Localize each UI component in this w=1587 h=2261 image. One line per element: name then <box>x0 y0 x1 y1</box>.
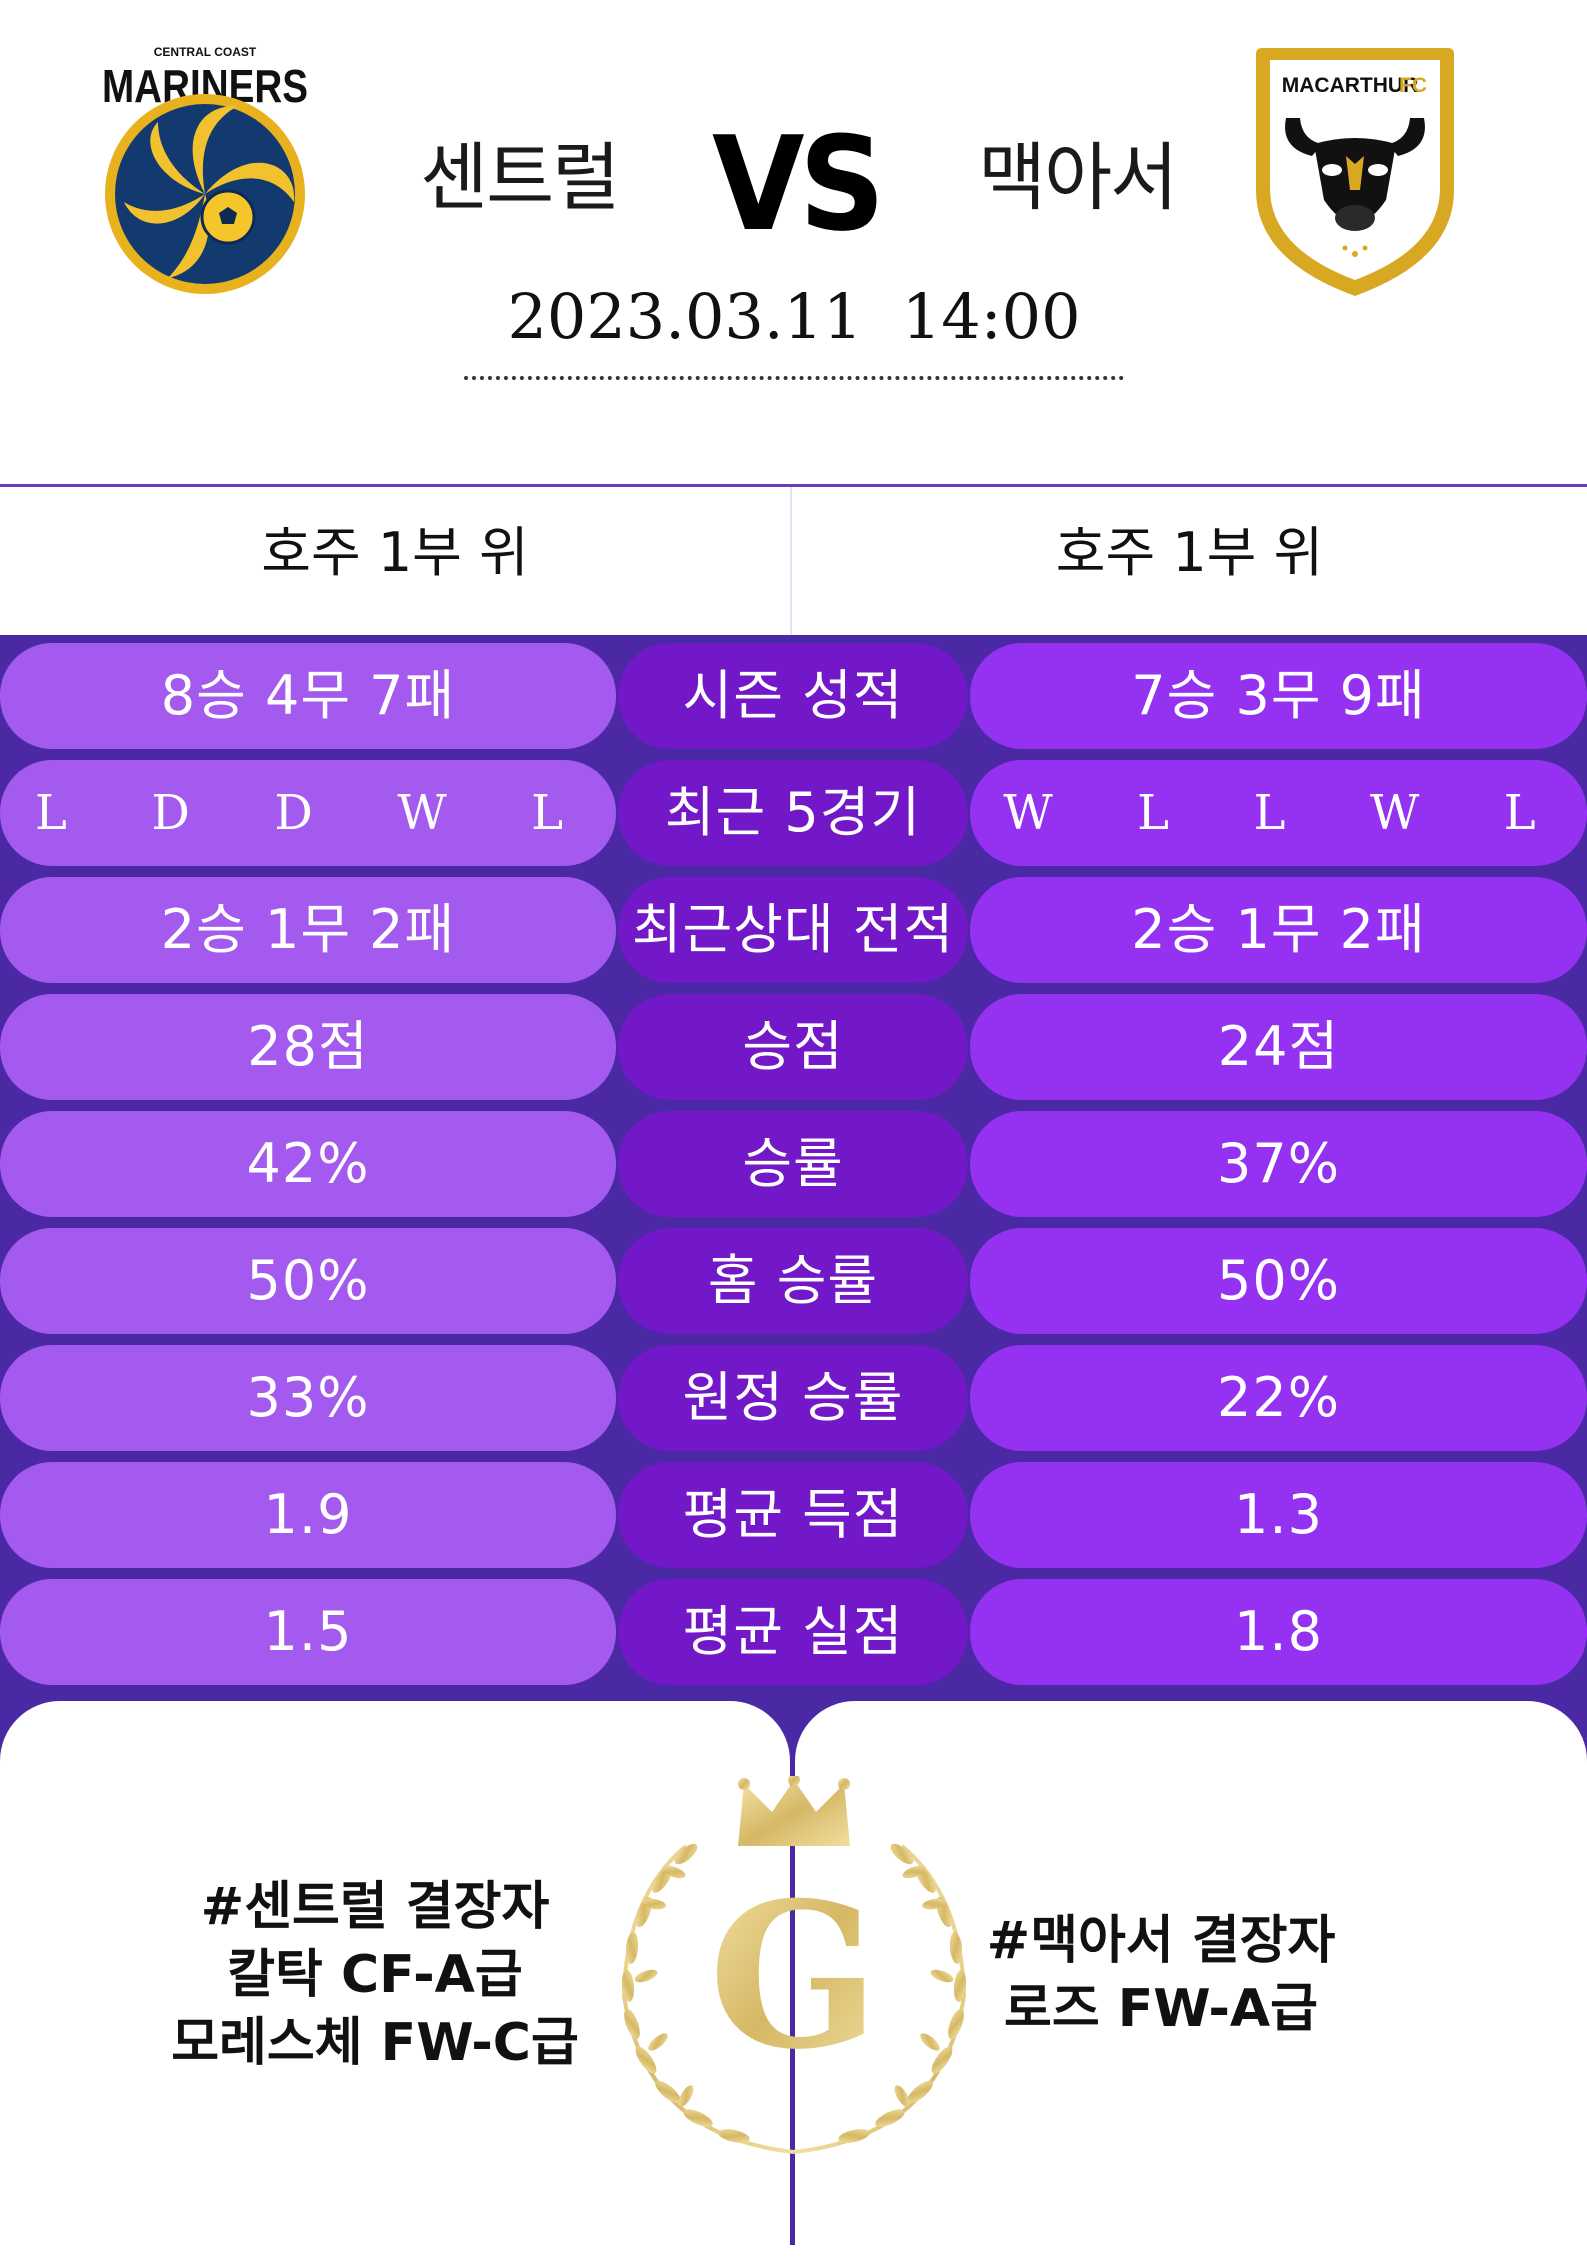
header-divider <box>0 484 1587 487</box>
stat-label: 홈 승률 <box>618 1228 968 1334</box>
absentee-item: 칼탁 CF-A급 <box>227 1945 523 2005</box>
stat-row-head-to-head: 2승 1무 2패 최근상대 전적 2승 1무 2패 <box>0 877 1587 983</box>
svg-text:FC: FC <box>1399 74 1427 97</box>
absentee-item: 모레스체 FW-C급 <box>171 2013 579 2073</box>
away-rank: 호주 1부 위 <box>1055 521 1324 584</box>
home-stat-value: 28점 <box>0 994 616 1100</box>
away-stat-value: 1.8 <box>970 1579 1587 1685</box>
home-stat-value: 33% <box>0 1345 616 1451</box>
stat-label: 최근상대 전적 <box>618 877 968 983</box>
away-stat-value: W L L W L <box>970 760 1587 866</box>
stat-row-points: 28점 승점 24점 <box>0 994 1587 1100</box>
match-date-time: 2023.03.11 14:00 <box>507 280 1081 353</box>
stat-label: 승률 <box>618 1111 968 1217</box>
stat-label: 시즌 성적 <box>618 643 968 749</box>
league-rank-row: 호주 1부 위 호주 1부 위 <box>0 487 1587 635</box>
absentees-heading: #맥아서 결장자 <box>986 1911 1336 1971</box>
stat-row-avg-goals-against: 1.5 평균 실점 1.8 <box>0 1579 1587 1685</box>
stats-table: 8승 4무 7패 시즌 성적 7승 3무 9패 L D D W L 최근 5경기… <box>0 635 1587 1695</box>
mariners-logo: CENTRAL COAST MARINERS <box>102 45 308 294</box>
home-stat-value: 42% <box>0 1111 616 1217</box>
match-header: CENTRAL COAST MARINERS 센트럴 VS 맥아서 MACART… <box>0 0 1587 487</box>
home-stat-value: L D D W L <box>0 760 616 866</box>
stat-row-avg-goals-for: 1.9 평균 득점 1.3 <box>0 1462 1587 1568</box>
away-stat-value: 50% <box>970 1228 1587 1334</box>
home-stat-value: 8승 4무 7패 <box>0 643 616 749</box>
absentees-heading: #센트럴 결장자 <box>200 1877 550 1937</box>
home-stat-value: 50% <box>0 1228 616 1334</box>
home-absentees-list: #센트럴 결장자 칼탁 CF-A급 모레스체 FW-C급 <box>0 1873 770 2077</box>
svg-text:G: G <box>709 1859 880 2094</box>
home-stat-value: 2승 1무 2패 <box>0 877 616 983</box>
stat-label: 평균 득점 <box>618 1462 968 1568</box>
svg-text:MACARTHUR: MACARTHUR <box>1282 74 1418 97</box>
stat-label: 원정 승률 <box>618 1345 968 1451</box>
stat-row-away-win-rate: 33% 원정 승률 22% <box>0 1345 1587 1451</box>
vs-label: VS <box>712 108 885 260</box>
stat-label: 최근 5경기 <box>618 760 968 866</box>
away-stat-value: 37% <box>970 1111 1587 1217</box>
home-team-name: 센트럴 <box>420 135 620 221</box>
away-stat-value: 24점 <box>970 994 1587 1100</box>
away-absentees-card: #맥아서 결장자 로즈 FW-A급 <box>795 1701 1587 2261</box>
stat-row-win-rate: 42% 승률 37% <box>0 1111 1587 1217</box>
home-absentees-card: #센트럴 결장자 칼탁 CF-A급 모레스체 FW-C급 <box>0 1701 790 2261</box>
away-absentees-list: #맥아서 결장자 로즈 FW-A급 <box>765 1907 1557 2043</box>
away-stat-value: 1.3 <box>970 1462 1587 1568</box>
away-stat-value: 7승 3무 9패 <box>970 643 1587 749</box>
macarthur-logo: MACARTHUR FC <box>1256 48 1454 296</box>
away-team-name: 맥아서 <box>978 135 1178 221</box>
crown-laurel-emblem: G <box>621 1776 967 2154</box>
away-stat-value: 2승 1무 2패 <box>970 877 1587 983</box>
stat-label: 승점 <box>618 994 968 1100</box>
away-stat-value: 22% <box>970 1345 1587 1451</box>
stat-row-season: 8승 4무 7패 시즌 성적 7승 3무 9패 <box>0 643 1587 749</box>
stat-row-recent-five: L D D W L 최근 5경기 W L L W L <box>0 760 1587 866</box>
absentee-item: 로즈 FW-A급 <box>1004 1979 1318 2039</box>
stat-row-home-win-rate: 50% 홈 승률 50% <box>0 1228 1587 1334</box>
stat-label: 평균 실점 <box>618 1579 968 1685</box>
home-rank: 호주 1부 위 <box>0 487 792 635</box>
home-stat-value: 1.5 <box>0 1579 616 1685</box>
home-stat-value: 1.9 <box>0 1462 616 1568</box>
svg-text:CENTRAL COAST: CENTRAL COAST <box>154 45 257 59</box>
date-underline <box>464 376 1124 380</box>
